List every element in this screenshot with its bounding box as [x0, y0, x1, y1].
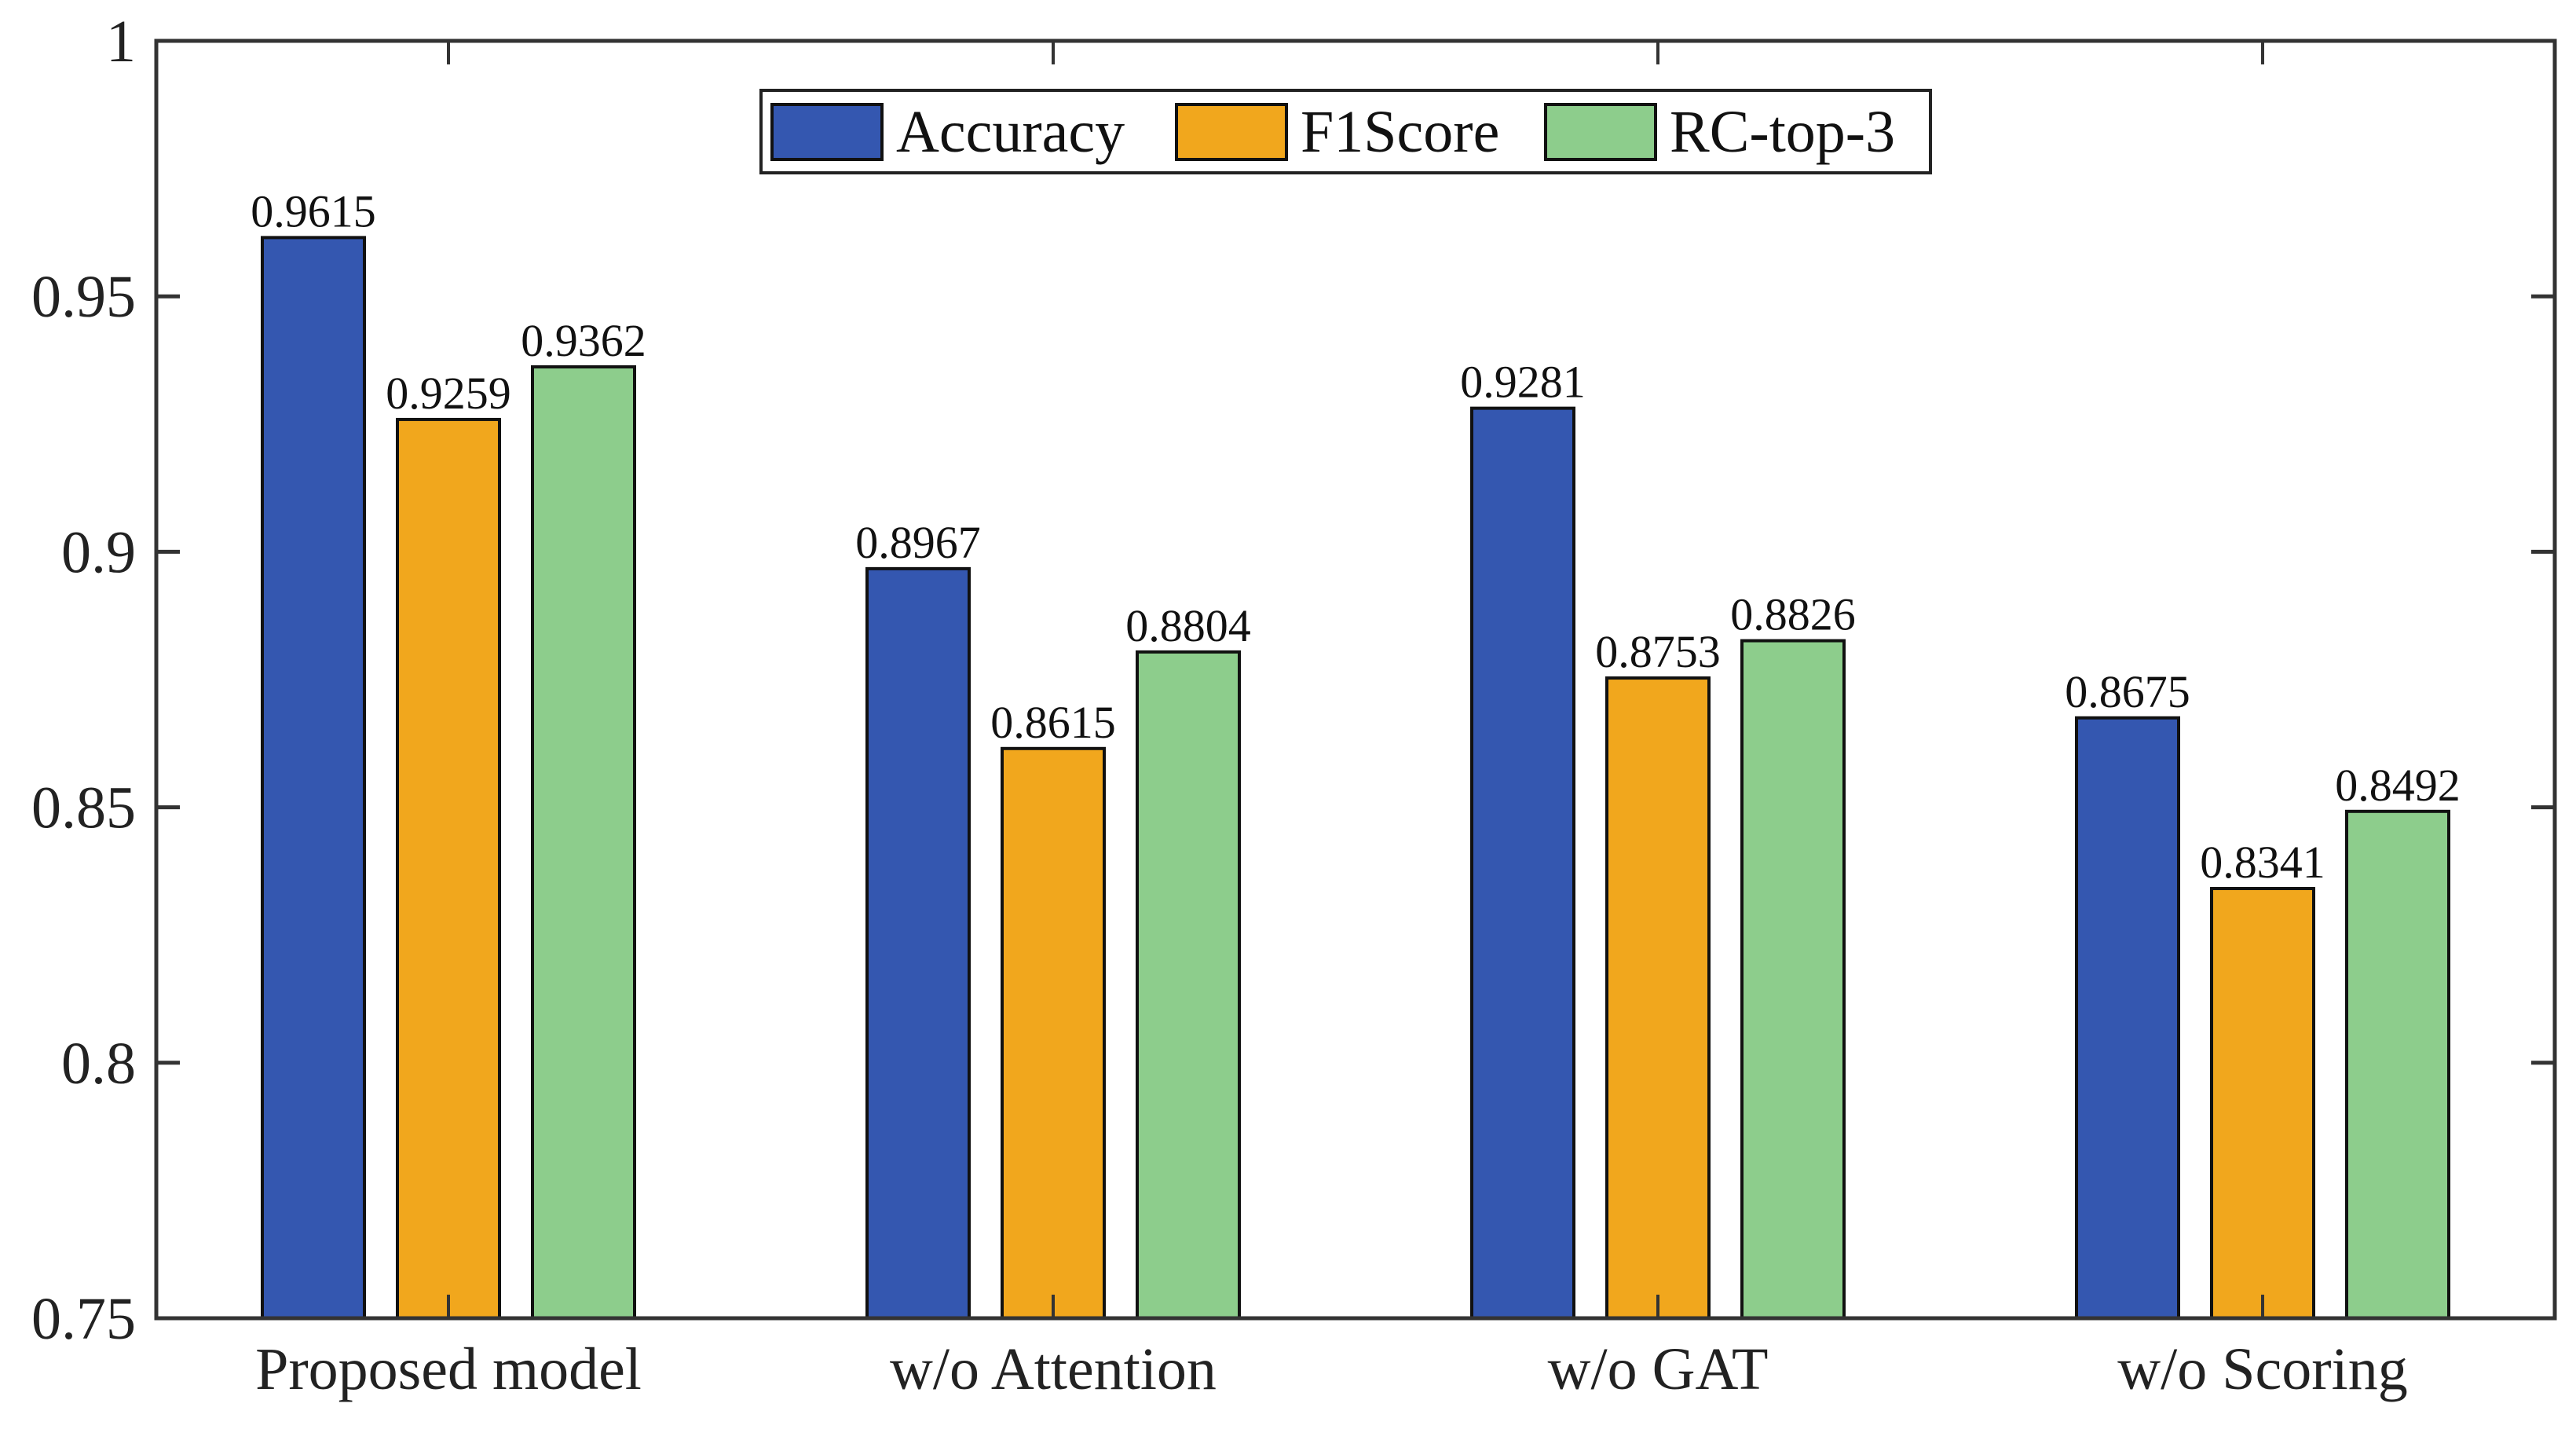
legend-label: F1Score [1301, 99, 1499, 165]
data-label: 0.9281 [1460, 357, 1586, 408]
data-label: 0.8967 [855, 517, 981, 568]
bar-f1score-0 [396, 417, 501, 1320]
y-tick-label: 1 [106, 9, 136, 75]
y-tick-label: 0.85 [31, 775, 136, 841]
data-label: 0.9259 [386, 368, 511, 419]
x-tick-label: w/o Attention [890, 1336, 1217, 1402]
data-label: 0.8675 [2065, 666, 2190, 717]
data-label: 0.9362 [521, 315, 646, 366]
x-tick-label: w/o GAT [1548, 1336, 1769, 1402]
legend-swatch-f1score [1175, 103, 1288, 161]
plot-area [156, 41, 2555, 1318]
data-label: 0.8753 [1595, 626, 1721, 677]
data-label: 0.8341 [2200, 837, 2325, 888]
bar-f1score-2 [1605, 676, 1711, 1320]
bar-accuracy-3 [2075, 716, 2180, 1320]
legend-label: RC-top-3 [1670, 99, 1895, 165]
bar-accuracy-2 [1470, 406, 1575, 1320]
bar-f1score-1 [1001, 746, 1106, 1320]
legend-label: Accuracy [896, 99, 1125, 165]
data-label: 0.9615 [251, 185, 376, 236]
bar-rc-top-3-1 [1136, 650, 1241, 1320]
y-tick-label: 0.75 [31, 1286, 136, 1352]
axes-box [154, 38, 2557, 1321]
bar-f1score-3 [2210, 887, 2315, 1320]
y-tick-label: 0.8 [61, 1031, 136, 1097]
data-label: 0.8615 [990, 697, 1116, 748]
y-tick-label: 0.9 [61, 519, 136, 585]
legend-swatch-rc-top-3 [1544, 103, 1657, 161]
bar-rc-top-3-2 [1740, 639, 1846, 1320]
legend-box [759, 89, 1932, 174]
data-label: 0.8826 [1730, 589, 1856, 640]
data-label: 0.8804 [1125, 600, 1251, 651]
y-tick-label: 0.95 [31, 264, 136, 330]
x-tick-label: w/o Scoring [2117, 1336, 2407, 1402]
bar-rc-top-3-3 [2345, 809, 2450, 1320]
bar-accuracy-1 [865, 566, 971, 1320]
bar-accuracy-0 [261, 236, 366, 1320]
data-label: 0.8492 [2335, 760, 2461, 811]
legend-swatch-accuracy [770, 103, 884, 161]
bar-rc-top-3-0 [531, 365, 636, 1320]
x-tick-label: Proposed model [255, 1336, 642, 1402]
